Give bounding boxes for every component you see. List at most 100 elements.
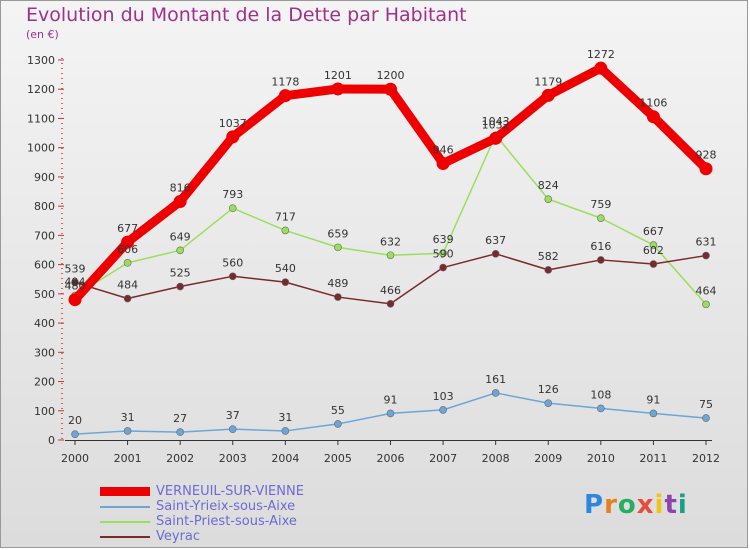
data-label: 824 (538, 179, 559, 192)
data-label: 631 (696, 236, 717, 249)
legend-item: Saint-Priest-sous-Aixe (100, 514, 304, 529)
x-tick-label: 2010 (587, 452, 615, 465)
data-label: 717 (275, 210, 296, 223)
data-point (281, 427, 290, 435)
data-point (123, 427, 132, 435)
data-point (702, 414, 710, 422)
legend-item: Veyrac (100, 529, 304, 544)
x-tick-label: 2002 (166, 452, 194, 465)
data-label: 1106 (639, 97, 667, 110)
x-tick-label: 2008 (482, 452, 510, 465)
data-point (278, 89, 292, 103)
unit-label: (en €) (26, 28, 59, 41)
data-point (228, 425, 237, 433)
data-label: 582 (538, 250, 559, 263)
data-point (544, 266, 553, 274)
chart-title: Evolution du Montant de la Dette par Hab… (26, 4, 467, 26)
legend-swatch (100, 520, 150, 523)
data-label: 1178 (271, 76, 299, 89)
legend-label: Saint-Priest-sous-Aixe (156, 514, 297, 529)
data-point (331, 82, 345, 96)
x-tick-label: 2011 (639, 452, 667, 465)
data-point (281, 226, 290, 235)
data-point (439, 406, 447, 414)
data-label: 639 (433, 233, 454, 246)
data-label: 602 (643, 244, 664, 257)
data-point (649, 241, 658, 249)
legend-swatch (100, 535, 150, 538)
data-point (71, 430, 79, 438)
data-label: 1032 (482, 118, 510, 131)
legend-swatch (100, 487, 150, 496)
x-tick-label: 2000 (61, 452, 89, 465)
x-tick-label: 2005 (324, 452, 352, 465)
data-point (334, 293, 342, 301)
logo-letter: r (604, 490, 618, 520)
data-label: 484 (117, 279, 138, 292)
y-tick-label: 300 (34, 346, 55, 359)
logo-letter: i (677, 490, 688, 520)
data-label: 1272 (587, 48, 615, 61)
legend-label: VERNEUIL-SUR-VIENNE (156, 484, 304, 499)
data-label: 37 (226, 409, 240, 422)
x-tick-label: 2007 (429, 452, 457, 465)
data-label: 31 (121, 411, 135, 424)
data-label: 616 (590, 240, 611, 253)
data-point (544, 195, 553, 203)
data-label: 91 (646, 393, 660, 406)
data-point (544, 399, 553, 407)
data-label: 91 (384, 393, 398, 406)
legend-label: Saint-Yrieix-sous-Aixe (156, 499, 296, 514)
logo-letter: P (584, 490, 605, 520)
data-point (123, 294, 132, 303)
data-label: 928 (696, 149, 717, 162)
data-point (702, 300, 710, 309)
data-label: 816 (170, 181, 191, 194)
data-label: 75 (699, 398, 713, 411)
y-tick-label: 700 (34, 229, 55, 242)
y-tick-label: 200 (34, 376, 55, 389)
data-point (334, 420, 342, 428)
y-tick-label: 0 (48, 434, 55, 447)
data-label: 108 (590, 388, 611, 401)
y-tick-label: 1100 (27, 112, 55, 125)
y-tick-label: 600 (34, 259, 55, 272)
data-label: 632 (380, 235, 401, 248)
data-point (176, 428, 184, 436)
data-point (597, 214, 605, 222)
data-label: 525 (170, 267, 191, 280)
x-tick-label: 2003 (219, 452, 247, 465)
data-point (281, 278, 290, 286)
data-label: 55 (331, 404, 345, 417)
data-label: 667 (643, 225, 664, 238)
data-point (68, 293, 82, 307)
logo-letter: x (636, 490, 655, 520)
y-tick-label: 400 (34, 317, 55, 330)
x-tick-label: 2009 (534, 452, 562, 465)
data-point (649, 409, 658, 418)
data-label: 540 (275, 262, 296, 275)
x-tick-label: 2001 (114, 452, 142, 465)
y-tick-label: 800 (34, 200, 55, 213)
data-point (173, 194, 187, 208)
data-point (439, 263, 447, 272)
data-label: 560 (222, 256, 243, 269)
data-point (436, 156, 450, 170)
data-label: 464 (696, 284, 717, 297)
legend-swatch (100, 505, 150, 508)
data-point (646, 110, 660, 124)
data-point (597, 256, 605, 264)
data-point (439, 249, 447, 258)
legend: VERNEUIL-SUR-VIENNE Saint-Yrieix-sous-Aix… (100, 484, 304, 544)
data-label: 946 (433, 143, 454, 156)
data-point (597, 404, 605, 413)
data-point (489, 131, 503, 145)
proxiti-logo: Proxiti (584, 490, 688, 520)
legend-item: Saint-Yrieix-sous-Aixe (100, 499, 304, 514)
data-label: 759 (590, 198, 611, 211)
legend-item: VERNEUIL-SUR-VIENNE (100, 484, 304, 499)
data-point (541, 88, 555, 102)
data-label: 126 (538, 383, 559, 396)
data-point (384, 82, 397, 96)
